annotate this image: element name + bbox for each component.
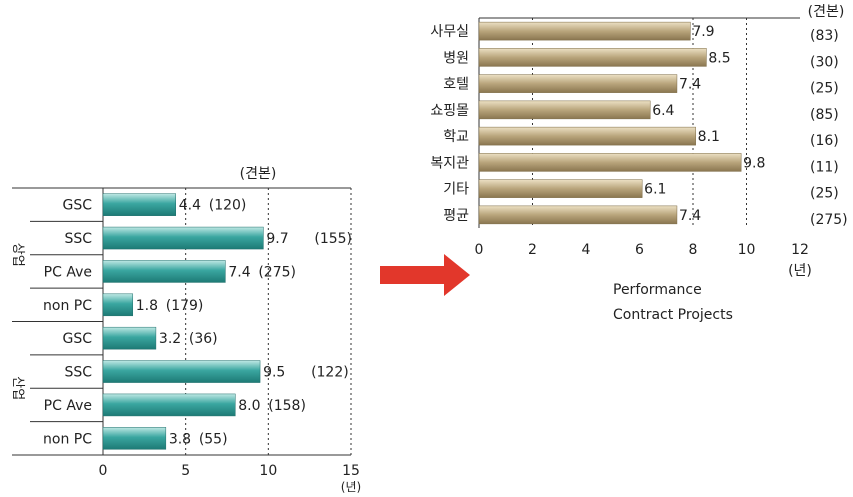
right-bar (478, 153, 742, 172)
right-sample-label: (25) (810, 81, 839, 97)
right-category-label: 복지관 (430, 155, 469, 171)
left-group-label: 상업 (10, 243, 25, 267)
right-value-label: 9.8 (743, 155, 765, 171)
right-x-tick-label: 4 (582, 242, 591, 258)
left-x-ticks: 0 5 10 15 (99, 463, 360, 479)
right-x-tick-label: 8 (689, 242, 698, 258)
right-bar (478, 126, 696, 146)
right-value-label: 8.1 (698, 129, 720, 145)
left-category-label: PC Ave (44, 264, 92, 280)
left-value-label: 3.8 (169, 431, 191, 447)
right-value-label: 6.1 (644, 182, 666, 198)
left-sample-label: (120) (209, 198, 247, 214)
right-bar (478, 179, 643, 198)
right-sample-label: (11) (810, 159, 839, 175)
left-bar (102, 427, 167, 450)
left-category-labels: GSC SSC PC Ave non PC GSC SSC PC Ave non PC (43, 198, 92, 448)
right-sample-label: (85) (810, 107, 839, 123)
left-x-tick-label: 10 (259, 463, 277, 479)
left-bar (102, 293, 134, 317)
right-sample-label: (30) (810, 54, 839, 70)
left-category-label: GSC (62, 331, 92, 347)
right-sample-label: (25) (810, 186, 839, 202)
left-x-tick-label: 15 (342, 463, 360, 479)
left-bar (102, 226, 264, 250)
right-arrow-icon (380, 254, 470, 296)
left-category-label: GSC (62, 198, 92, 214)
left-sample-label: (158) (268, 398, 306, 414)
left-bar (102, 193, 176, 216)
right-value-labels: 7.9 8.5 7.4 6.4 8.1 9.8 6.1 7.4 (644, 24, 765, 224)
left-x-unit: (년) (341, 480, 361, 494)
right-x-tick-label: 0 (475, 242, 484, 258)
right-category-label: 사무실 (430, 24, 469, 40)
right-bar (478, 21, 691, 41)
right-x-tick-label: 6 (635, 242, 644, 258)
left-bar (102, 393, 236, 417)
left-category-label: SSC (64, 231, 92, 247)
left-sample-label: (275) (258, 264, 296, 280)
left-x-tick-label: 5 (181, 463, 190, 479)
right-x-tick-label: 10 (738, 242, 756, 258)
left-sample-label: (55) (199, 431, 228, 447)
right-bar (478, 100, 651, 120)
left-value-label: 1.8 (136, 298, 158, 314)
left-value-label: 8.0 (238, 398, 260, 414)
left-group-label: 산업 (10, 376, 25, 400)
right-value-label: 7.9 (692, 24, 714, 40)
left-value-label: 3.2 (159, 331, 181, 347)
left-value-label: 9.5 (263, 365, 285, 381)
right-category-label: 쇼핑몰 (430, 103, 469, 119)
right-sample-label: (83) (810, 28, 839, 44)
left-value-label: 4.4 (179, 198, 201, 214)
right-value-label: 8.5 (708, 50, 730, 66)
right-caption-line-2: Contract Projects (613, 307, 733, 323)
right-category-label: 기타 (443, 182, 469, 198)
right-unit-note: (견본) (808, 4, 845, 20)
left-x-tick-label: 0 (99, 463, 108, 479)
right-sample-label: (16) (810, 133, 839, 149)
right-category-label: 학교 (443, 129, 469, 145)
right-bar (478, 205, 678, 225)
right-category-label: 병원 (443, 50, 469, 66)
right-x-tick-label: 12 (791, 242, 809, 258)
right-sample-labels: (83) (30) (25) (85) (16) (11) (25) (275) (810, 28, 848, 228)
right-bar (478, 48, 707, 67)
left-category-label: non PC (43, 431, 92, 447)
left-value-label: 7.4 (228, 264, 250, 280)
right-x-unit: (년) (788, 263, 812, 279)
left-category-label: non PC (43, 298, 92, 314)
right-category-label: 호텔 (443, 77, 469, 93)
left-sample-label: (179) (166, 298, 204, 314)
left-value-labels: 4.4 (120) 9.7 (155) 7.4 (275) 1.8 (179) 3.2 (36) 9… (136, 198, 352, 448)
right-bar (478, 74, 678, 93)
left-bars (102, 193, 264, 450)
left-sample-label: (122) (311, 365, 349, 381)
left-sample-label: (36) (189, 331, 218, 347)
left-bar (102, 260, 226, 283)
right-value-label: 7.4 (679, 208, 701, 224)
left-category-label: PC Ave (44, 398, 92, 414)
left-value-label: 9.7 (266, 231, 288, 247)
right-value-label: 7.4 (679, 77, 701, 93)
left-category-label: SSC (64, 365, 92, 381)
right-x-tick-label: 2 (528, 242, 537, 258)
right-bars (478, 21, 742, 225)
right-x-ticks: 0 2 4 6 8 10 12 (475, 242, 809, 258)
left-sample-label: (155) (314, 231, 352, 247)
left-unit-note: (견본) (240, 166, 277, 182)
left-bar (102, 326, 157, 350)
left-separators (12, 220, 103, 423)
right-category-label: 평균 (443, 208, 469, 224)
right-sample-label: (275) (810, 212, 848, 228)
left-bar (102, 360, 261, 383)
right-caption-line-1: Performance (613, 282, 702, 298)
right-value-label: 6.4 (652, 103, 674, 119)
